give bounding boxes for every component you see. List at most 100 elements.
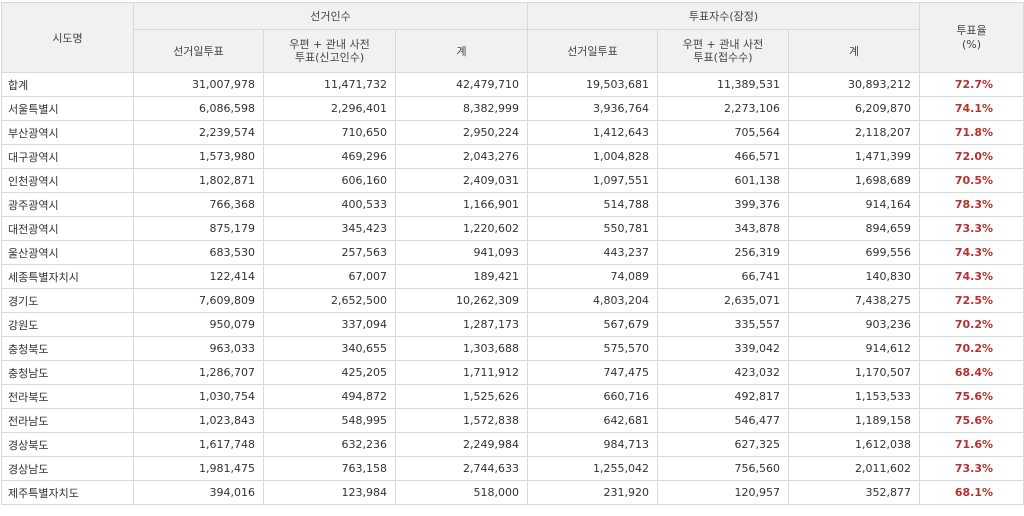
header-voters-sum: 계 bbox=[788, 29, 920, 73]
cell-rate: 68.4% bbox=[919, 360, 1024, 385]
cell-e2: 494,872 bbox=[263, 384, 396, 409]
cell-e1: 1,802,871 bbox=[133, 168, 264, 193]
header-row-1: 시도명 선거인수 투표자수(잠정) 투표율 (%) bbox=[1, 2, 1024, 73]
table-row: 광주광역시 766,368 400,533 1,166,901 514,788 399,3… bbox=[1, 192, 1024, 217]
table-row: 경상북도 1,617,748 632,236 2,249,984 984,713 627,… bbox=[1, 432, 1024, 457]
cell-rate: 75.6% bbox=[919, 384, 1024, 409]
cell-v3: 30,893,212 bbox=[788, 72, 920, 97]
cell-v2: 256,319 bbox=[657, 240, 789, 265]
cell-rate: 73.3% bbox=[919, 456, 1024, 481]
table-row: 울산광역시 683,530 257,563 941,093 443,237 256,319… bbox=[1, 240, 1024, 265]
cell-name: 전라남도 bbox=[1, 408, 134, 433]
cell-e2: 763,158 bbox=[263, 456, 396, 481]
header-voters-election-day: 선거일투표 bbox=[527, 29, 658, 73]
cell-e1: 683,530 bbox=[133, 240, 264, 265]
cell-v1: 1,412,643 bbox=[527, 120, 658, 145]
cell-rate: 70.2% bbox=[919, 312, 1024, 337]
cell-e2: 425,205 bbox=[263, 360, 396, 385]
cell-v1: 550,781 bbox=[527, 216, 658, 241]
cell-e3: 8,382,999 bbox=[395, 96, 528, 121]
header-electors-sum: 계 bbox=[395, 29, 528, 73]
cell-v3: 699,556 bbox=[788, 240, 920, 265]
cell-e1: 875,179 bbox=[133, 216, 264, 241]
cell-e2: 400,533 bbox=[263, 192, 396, 217]
cell-name: 대전광역시 bbox=[1, 216, 134, 241]
cell-v1: 4,803,204 bbox=[527, 288, 658, 313]
table-row: 서울특별시 6,086,598 2,296,401 8,382,999 3,936,76… bbox=[1, 96, 1024, 121]
table-row: 경상남도 1,981,475 763,158 2,744,633 1,255,042 75… bbox=[1, 456, 1024, 481]
table-row: 경기도 7,609,809 2,652,500 10,262,309 4,803,204… bbox=[1, 288, 1024, 313]
cell-v3: 2,011,602 bbox=[788, 456, 920, 481]
cell-v1: 3,936,764 bbox=[527, 96, 658, 121]
cell-v2: 705,564 bbox=[657, 120, 789, 145]
table-row: 인천광역시 1,802,871 606,160 2,409,031 1,097,551 6… bbox=[1, 168, 1024, 193]
cell-v2: 423,032 bbox=[657, 360, 789, 385]
cell-e2: 710,650 bbox=[263, 120, 396, 145]
cell-e3: 941,093 bbox=[395, 240, 528, 265]
table-row: 충청북도 963,033 340,655 1,303,688 575,570 339,04… bbox=[1, 336, 1024, 361]
cell-name: 경상북도 bbox=[1, 432, 134, 457]
cell-e1: 31,007,978 bbox=[133, 72, 264, 97]
cell-v1: 660,716 bbox=[527, 384, 658, 409]
cell-v3: 914,164 bbox=[788, 192, 920, 217]
cell-e1: 1,617,748 bbox=[133, 432, 264, 457]
cell-e3: 2,950,224 bbox=[395, 120, 528, 145]
cell-v3: 1,170,507 bbox=[788, 360, 920, 385]
cell-e3: 2,249,984 bbox=[395, 432, 528, 457]
cell-e1: 1,286,707 bbox=[133, 360, 264, 385]
cell-name: 제주특별자치도 bbox=[1, 480, 134, 505]
table-row: 전라북도 1,030,754 494,872 1,525,626 660,716 492,… bbox=[1, 384, 1024, 409]
cell-e2: 606,160 bbox=[263, 168, 396, 193]
cell-e2: 2,652,500 bbox=[263, 288, 396, 313]
cell-e1: 6,086,598 bbox=[133, 96, 264, 121]
cell-e2: 345,423 bbox=[263, 216, 396, 241]
cell-v2: 399,376 bbox=[657, 192, 789, 217]
cell-name: 전라북도 bbox=[1, 384, 134, 409]
cell-e2: 2,296,401 bbox=[263, 96, 396, 121]
header-voters: 투표자수(잠정) bbox=[527, 2, 920, 30]
cell-rate: 72.5% bbox=[919, 288, 1024, 313]
cell-name: 경상남도 bbox=[1, 456, 134, 481]
cell-e2: 632,236 bbox=[263, 432, 396, 457]
cell-e1: 2,239,574 bbox=[133, 120, 264, 145]
table-row: 대전광역시 875,179 345,423 1,220,602 550,781 343,8… bbox=[1, 216, 1024, 241]
cell-v2: 11,389,531 bbox=[657, 72, 789, 97]
cell-rate: 72.7% bbox=[919, 72, 1024, 97]
cell-v1: 984,713 bbox=[527, 432, 658, 457]
cell-v2: 601,138 bbox=[657, 168, 789, 193]
cell-v1: 514,788 bbox=[527, 192, 658, 217]
table-row: 강원도 950,079 337,094 1,287,173 567,679 335,557… bbox=[1, 312, 1024, 337]
header-electors-election-day: 선거일투표 bbox=[133, 29, 264, 73]
cell-e2: 337,094 bbox=[263, 312, 396, 337]
cell-v1: 1,255,042 bbox=[527, 456, 658, 481]
cell-v2: 2,273,106 bbox=[657, 96, 789, 121]
cell-v3: 1,189,158 bbox=[788, 408, 920, 433]
cell-e1: 7,609,809 bbox=[133, 288, 264, 313]
cell-name: 서울특별시 bbox=[1, 96, 134, 121]
cell-v3: 914,612 bbox=[788, 336, 920, 361]
cell-e2: 257,563 bbox=[263, 240, 396, 265]
cell-e3: 1,572,838 bbox=[395, 408, 528, 433]
cell-name: 인천광역시 bbox=[1, 168, 134, 193]
cell-v1: 642,681 bbox=[527, 408, 658, 433]
cell-e3: 1,287,173 bbox=[395, 312, 528, 337]
cell-e3: 2,409,031 bbox=[395, 168, 528, 193]
cell-v2: 756,560 bbox=[657, 456, 789, 481]
header-row-2: 선거일투표 우편 + 관내 사전 투표(신고인수) 계 선거일투표 우편 + 관… bbox=[2, 29, 1024, 73]
table-row: 세종특별자치시 122,414 67,007 189,421 74,089 66,741 1… bbox=[1, 264, 1024, 289]
table-row: 부산광역시 2,239,574 710,650 2,950,224 1,412,643 7… bbox=[1, 120, 1024, 145]
cell-e3: 2,043,276 bbox=[395, 144, 528, 169]
cell-e2: 11,471,732 bbox=[263, 72, 396, 97]
cell-v2: 466,571 bbox=[657, 144, 789, 169]
cell-v1: 1,004,828 bbox=[527, 144, 658, 169]
cell-v3: 140,830 bbox=[788, 264, 920, 289]
cell-v2: 343,878 bbox=[657, 216, 789, 241]
table-row: 대구광역시 1,573,980 469,296 2,043,276 1,004,828 4… bbox=[1, 144, 1024, 169]
cell-e2: 67,007 bbox=[263, 264, 396, 289]
cell-e3: 1,711,912 bbox=[395, 360, 528, 385]
cell-v1: 231,920 bbox=[527, 480, 658, 505]
cell-rate: 70.2% bbox=[919, 336, 1024, 361]
cell-name: 울산광역시 bbox=[1, 240, 134, 265]
cell-e3: 42,479,710 bbox=[395, 72, 528, 97]
cell-name: 대구광역시 bbox=[1, 144, 134, 169]
